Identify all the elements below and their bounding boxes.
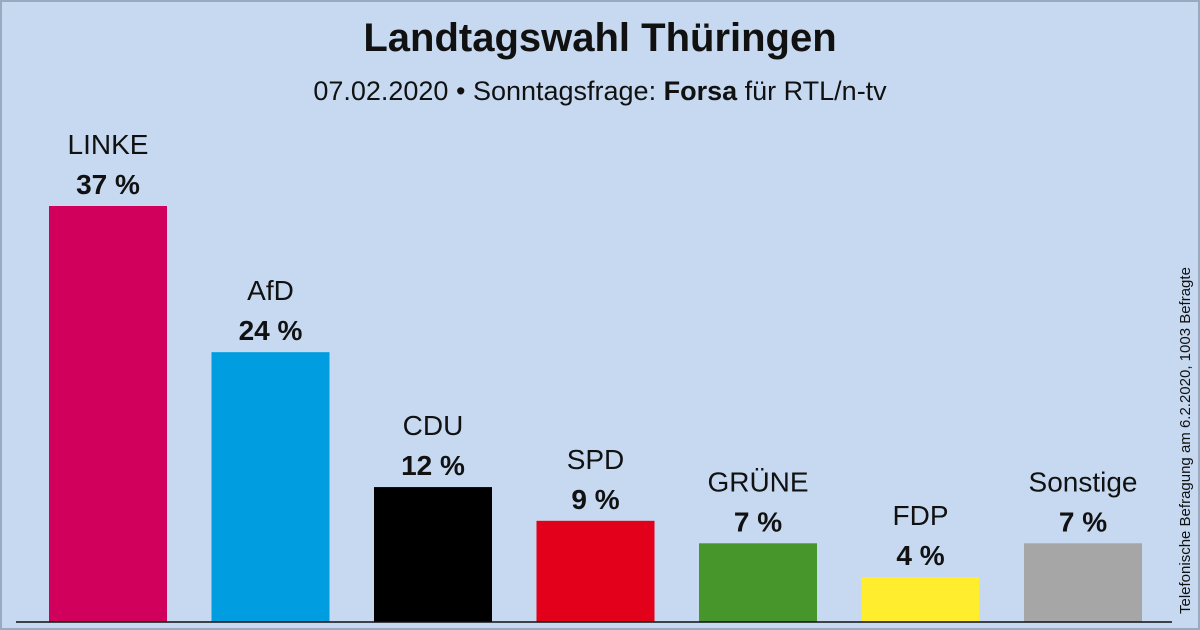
category-label-afd: AfD (247, 275, 294, 306)
bar-sonstige (1024, 543, 1142, 622)
category-label-sonstige: Sonstige (1029, 466, 1138, 497)
value-label-afd: 24 % (239, 315, 303, 346)
value-label-cdu: 12 % (401, 450, 465, 481)
bar-spd (536, 520, 655, 622)
value-label-spd: 9 % (571, 484, 619, 515)
bar-cdu (374, 487, 492, 622)
category-label-linke: LINKE (68, 129, 149, 160)
category-label-spd: SPD (567, 444, 625, 475)
subtitle-suffix: für RTL/n-tv (744, 76, 887, 106)
category-label-fdp: FDP (893, 500, 949, 531)
subtitle-separator: • (455, 76, 466, 106)
chart-title: Landtagswahl Thüringen (363, 16, 837, 60)
value-label-sonstige: 7 % (1059, 506, 1107, 537)
category-label-cdu: CDU (403, 410, 464, 441)
bar-afd (211, 352, 330, 622)
value-label-grune: 7 % (734, 506, 782, 537)
bar-grune (699, 543, 817, 622)
poll-date: 07.02.2020 (313, 76, 449, 106)
category-label-grune: GRÜNE (707, 466, 808, 497)
subtitle-prefix: Sonntagsfrage: (472, 76, 657, 106)
value-label-fdp: 4 % (896, 540, 944, 571)
poll-institute: Forsa (663, 76, 738, 106)
bar-linke (49, 206, 167, 622)
bar-fdp (861, 577, 980, 622)
chart-subtitle: 07.02.2020 • Sonntagsfrage: Forsa für RT… (2, 76, 1198, 107)
value-label-linke: 37 % (76, 169, 140, 200)
survey-note: Telefonische Befragung am 6.2.2020, 1003… (1177, 267, 1194, 614)
